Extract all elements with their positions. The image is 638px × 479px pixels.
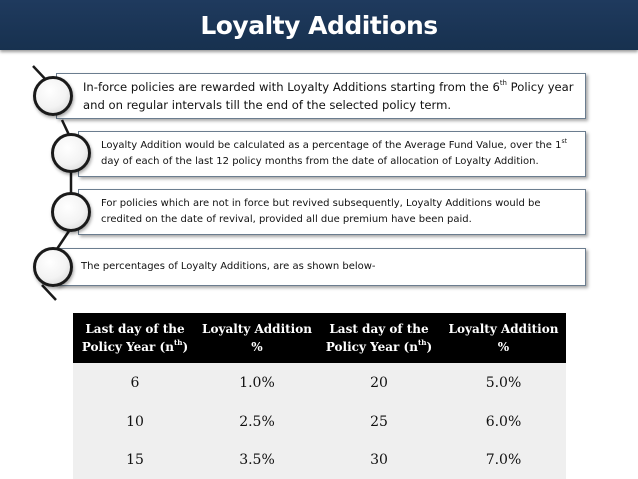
bullet-circle-icon bbox=[51, 133, 91, 173]
header-loyalty-addition: Loyalty Addition % bbox=[197, 313, 317, 363]
point-text-3: For policies which are not in force but … bbox=[101, 198, 541, 225]
table-cell: 6 bbox=[73, 363, 197, 403]
header-loyalty-addition: Loyalty Addition % bbox=[441, 313, 566, 363]
header-policy-year: Last day of the Policy Year (nth) bbox=[73, 313, 197, 363]
table-cell: 7.0% bbox=[441, 441, 566, 479]
table-row: 6 1.0% 20 5.0% bbox=[73, 363, 566, 403]
table-header-row: Last day of the Policy Year (nth) Loyalt… bbox=[73, 313, 566, 363]
point-box-4: The percentages of Loyalty Additions, ar… bbox=[56, 248, 586, 286]
point-text-2: Loyalty Addition would be calculated as … bbox=[101, 138, 567, 167]
table-cell: 6.0% bbox=[441, 403, 566, 441]
header-policy-year: Last day of the Policy Year (nth) bbox=[317, 313, 441, 363]
point-box-3: For policies which are not in force but … bbox=[78, 189, 586, 235]
point-box-2: Loyalty Addition would be calculated as … bbox=[78, 131, 586, 177]
table-cell: 5.0% bbox=[441, 363, 566, 403]
point-text-4: The percentages of Loyalty Additions, ar… bbox=[81, 261, 376, 272]
loyalty-table: Last day of the Policy Year (nth) Loyalt… bbox=[73, 313, 566, 479]
table-cell: 10 bbox=[73, 403, 197, 441]
table-cell: 15 bbox=[73, 441, 197, 479]
point-text-1: In-force policies are rewarded with Loya… bbox=[83, 79, 574, 112]
bullet-circle-icon bbox=[33, 76, 73, 116]
table-cell: 3.5% bbox=[197, 441, 317, 479]
page-title: Loyalty Additions bbox=[200, 10, 438, 40]
title-banner: Loyalty Additions bbox=[0, 0, 638, 50]
bullet-circle-icon bbox=[51, 192, 91, 232]
table-row: 10 2.5% 25 6.0% bbox=[73, 403, 566, 441]
table-row: 15 3.5% 30 7.0% bbox=[73, 441, 566, 479]
table-cell: 30 bbox=[317, 441, 441, 479]
table-cell: 20 bbox=[317, 363, 441, 403]
table-cell: 2.5% bbox=[197, 403, 317, 441]
table-cell: 25 bbox=[317, 403, 441, 441]
point-box-1: In-force policies are rewarded with Loya… bbox=[56, 73, 586, 119]
bullet-circle-icon bbox=[33, 247, 73, 287]
table-cell: 1.0% bbox=[197, 363, 317, 403]
connector-line bbox=[41, 284, 57, 301]
